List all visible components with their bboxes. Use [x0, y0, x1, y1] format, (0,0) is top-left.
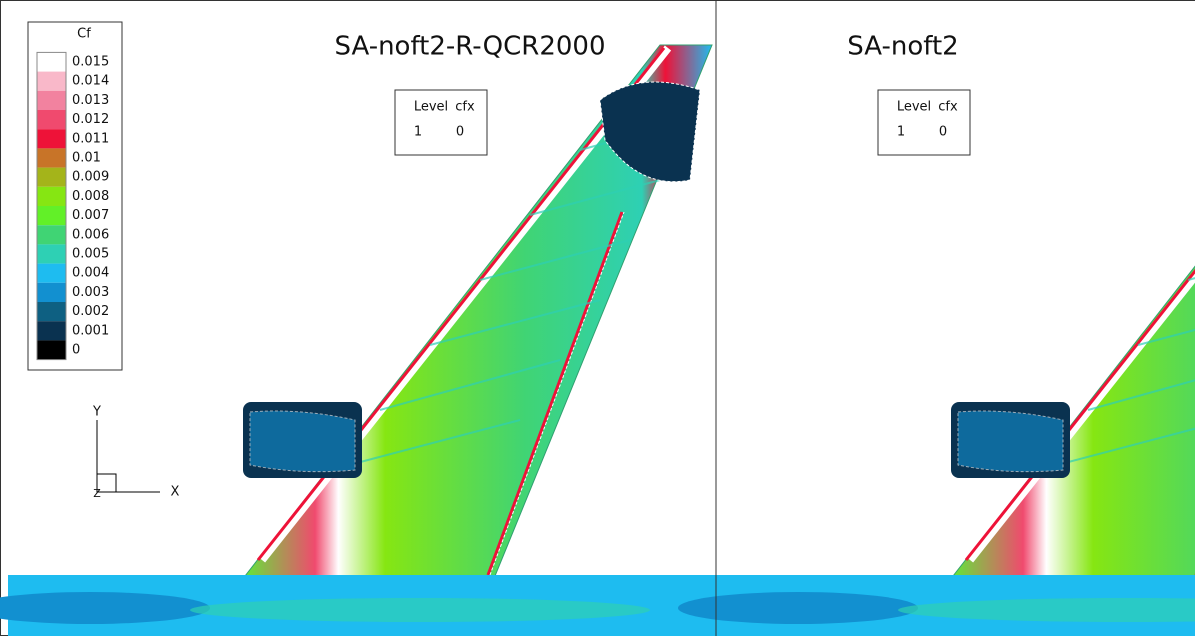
colorbar-swatch: [37, 264, 66, 283]
legend-header: cfx: [455, 100, 475, 115]
colorbar-swatch: [37, 129, 66, 148]
colorbar-label: 0.004: [72, 266, 109, 281]
legend-cell: 1: [414, 125, 422, 140]
axis-x-label: X: [171, 485, 180, 500]
colorbar-swatch: [37, 321, 66, 340]
colorbar-label: 0.014: [72, 74, 109, 89]
colorbar-label: 0: [72, 343, 80, 358]
legend-cell: 1: [897, 125, 905, 140]
legend-header: cfx: [938, 100, 958, 115]
colorbar-label: 0.002: [72, 304, 109, 319]
colorbar-label: 0.01: [72, 151, 101, 166]
colorbar-swatch: [37, 52, 66, 71]
colorbar-label: 0.007: [72, 208, 109, 223]
legend-header: Level: [897, 100, 931, 115]
axis-z-label: Z: [93, 487, 101, 500]
legend-header: Level: [414, 100, 448, 115]
colorbar-label: 0.005: [72, 247, 109, 262]
colorbar-label: 0.013: [72, 93, 109, 108]
colorbar-swatch: [37, 91, 66, 110]
colorbar-swatch: [37, 187, 66, 206]
colorbar-swatch: [37, 110, 66, 129]
colorbar-label: 0.006: [72, 227, 109, 242]
colorbar-label: 0.008: [72, 189, 109, 204]
colorbar-label: 0.011: [72, 131, 109, 146]
colorbar-label: 0.012: [72, 112, 109, 127]
legend-cell: 0: [939, 125, 947, 140]
colorbar-swatch: [37, 244, 66, 263]
colorbar-swatch: [37, 72, 66, 91]
colorbar-title: Cf: [77, 27, 91, 42]
colorbar-label: 0.015: [72, 55, 109, 70]
colorbar-swatch: [37, 340, 66, 359]
colorbar-swatch: [37, 168, 66, 187]
colorbar-label: 0.009: [72, 170, 109, 185]
colorbar-label: 0.001: [72, 323, 109, 338]
screenshot: Cf Y X Z 0.015 0.014 0.013 0.012 0.011 0.01 0.…: [0, 0, 1203, 636]
colorbar-swatch: [37, 302, 66, 321]
colorbar-swatch: [37, 148, 66, 167]
colorbar-label: 0.003: [72, 285, 109, 300]
colorbar-swatch: [37, 283, 66, 302]
axis-triad: Y X Z: [92, 405, 180, 501]
colorbar-swatch: [37, 206, 66, 225]
panel-title: SA-noft2-R-QCR2000: [335, 32, 606, 62]
panel-title: SA-noft2: [847, 32, 958, 62]
legend-cell: 0: [456, 125, 464, 140]
colorbar-swatch: [37, 225, 66, 244]
axis-y-label: Y: [92, 405, 101, 420]
